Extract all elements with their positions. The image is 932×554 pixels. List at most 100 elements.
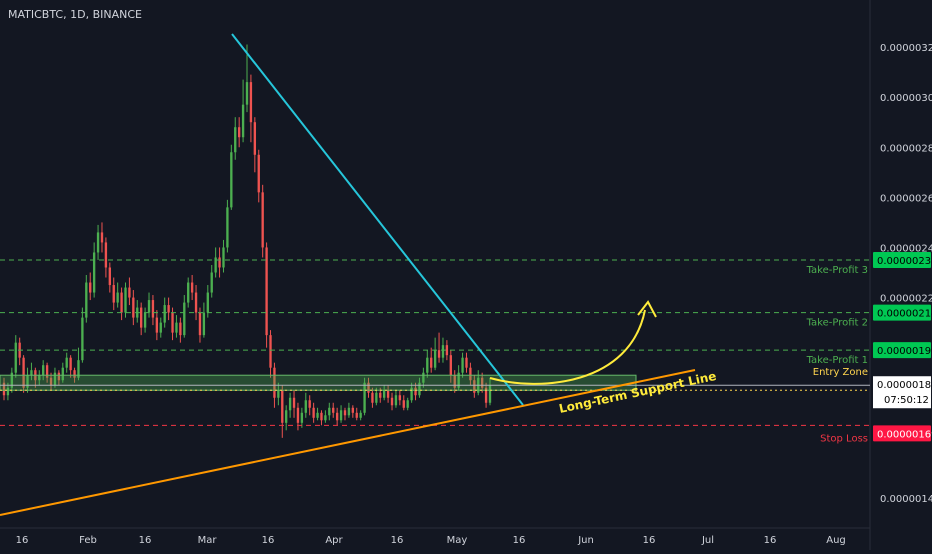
candle-body <box>308 400 311 408</box>
x-tick-label: Apr <box>325 535 343 546</box>
candle-body <box>234 127 237 153</box>
candle-body <box>335 412 339 421</box>
candle-body <box>187 282 190 303</box>
x-tick-label: Feb <box>79 535 97 546</box>
candle-body <box>108 267 111 286</box>
price-badge-label: 0.00000235 <box>877 256 932 267</box>
candle-body <box>30 370 33 376</box>
candle-body <box>386 390 390 398</box>
candle-body <box>202 312 206 336</box>
candle-body <box>359 412 362 418</box>
candle-body <box>210 272 213 293</box>
candle-body <box>77 360 80 378</box>
candle-body <box>116 292 119 303</box>
candle-body <box>132 297 135 318</box>
candle-body <box>179 322 182 336</box>
x-tick-label: 16 <box>513 535 526 546</box>
candle-body <box>218 257 221 268</box>
candle-body <box>198 312 202 336</box>
x-tick-label: 16 <box>391 535 404 546</box>
resistance-trendline <box>231 33 524 406</box>
candle-body <box>73 370 76 378</box>
x-tick-label: Aug <box>826 535 846 546</box>
candle-body <box>128 287 131 298</box>
candle-body <box>433 350 437 368</box>
candle-body <box>273 367 276 398</box>
candle-body <box>253 122 257 155</box>
candle-body <box>85 282 88 318</box>
candle-body <box>124 287 127 313</box>
candle-body <box>190 282 194 293</box>
candle-body <box>65 357 68 368</box>
candle-body <box>426 357 429 373</box>
candle-body <box>89 282 92 293</box>
candle-body <box>461 357 464 373</box>
level-label: Take-Profit 3 <box>806 265 868 276</box>
support-trendline <box>0 369 696 516</box>
projection-arrowhead <box>637 300 657 318</box>
level-label: Stop Loss <box>820 433 868 444</box>
candle-body <box>277 390 280 398</box>
x-tick-label: May <box>447 535 468 546</box>
current-price-badge <box>873 376 931 409</box>
candle-body <box>422 372 425 383</box>
level-label: Take-Profit 1 <box>806 355 868 366</box>
candle-body <box>406 400 409 408</box>
price-badge <box>873 251 931 268</box>
candle-body <box>96 232 100 253</box>
candle-body <box>140 307 143 328</box>
candle-body <box>383 390 386 398</box>
level-label: Take-Profit 2 <box>806 318 868 329</box>
candle-body <box>42 365 45 376</box>
price-badge <box>873 425 931 442</box>
entry-zone-box <box>0 374 637 391</box>
candle-body <box>281 390 284 423</box>
candle-body <box>300 412 304 423</box>
candle-body <box>249 82 253 123</box>
price-badge-label: 0.00000199 <box>877 346 932 357</box>
candle-body <box>394 395 398 406</box>
candle-body <box>437 350 441 358</box>
candle-body <box>430 357 433 368</box>
candle-body <box>445 345 449 356</box>
x-tick-label: Jun <box>577 535 594 546</box>
x-tick-label: 16 <box>139 535 152 546</box>
chart-title: MATICBTC, 1D, BINANCE <box>8 8 142 21</box>
candle-body <box>163 305 166 323</box>
candle-body <box>241 104 245 138</box>
candle-body <box>45 365 49 378</box>
candle-body <box>245 82 249 105</box>
candle-body <box>316 412 319 418</box>
candle-body <box>453 375 456 388</box>
candle-body <box>339 410 343 421</box>
candle-body <box>120 292 123 313</box>
candle-body <box>469 367 472 381</box>
candle-body <box>230 152 233 208</box>
candle-body <box>375 392 378 403</box>
level-label: Entry Zone <box>813 367 868 378</box>
candle-body <box>147 300 151 313</box>
candle-body <box>410 387 413 401</box>
x-tick-label: 16 <box>262 535 275 546</box>
candle-body <box>175 322 178 333</box>
candle-body <box>112 285 115 303</box>
candle-body <box>26 375 29 388</box>
candle-body <box>206 292 209 313</box>
candle-body <box>226 207 229 248</box>
candle-body <box>441 345 445 358</box>
candle-body <box>390 397 394 406</box>
candle-body <box>151 300 155 318</box>
candle-body <box>351 407 354 413</box>
countdown-label: 07:50:12 <box>884 395 929 406</box>
x-tick-label: 16 <box>764 535 777 546</box>
candle-body <box>194 292 198 313</box>
projection-arrow <box>489 309 646 385</box>
x-tick-label: 16 <box>643 535 656 546</box>
candle-body <box>92 252 96 293</box>
candle-body <box>222 247 225 268</box>
candle-body <box>104 242 108 268</box>
candle-body <box>285 410 288 423</box>
